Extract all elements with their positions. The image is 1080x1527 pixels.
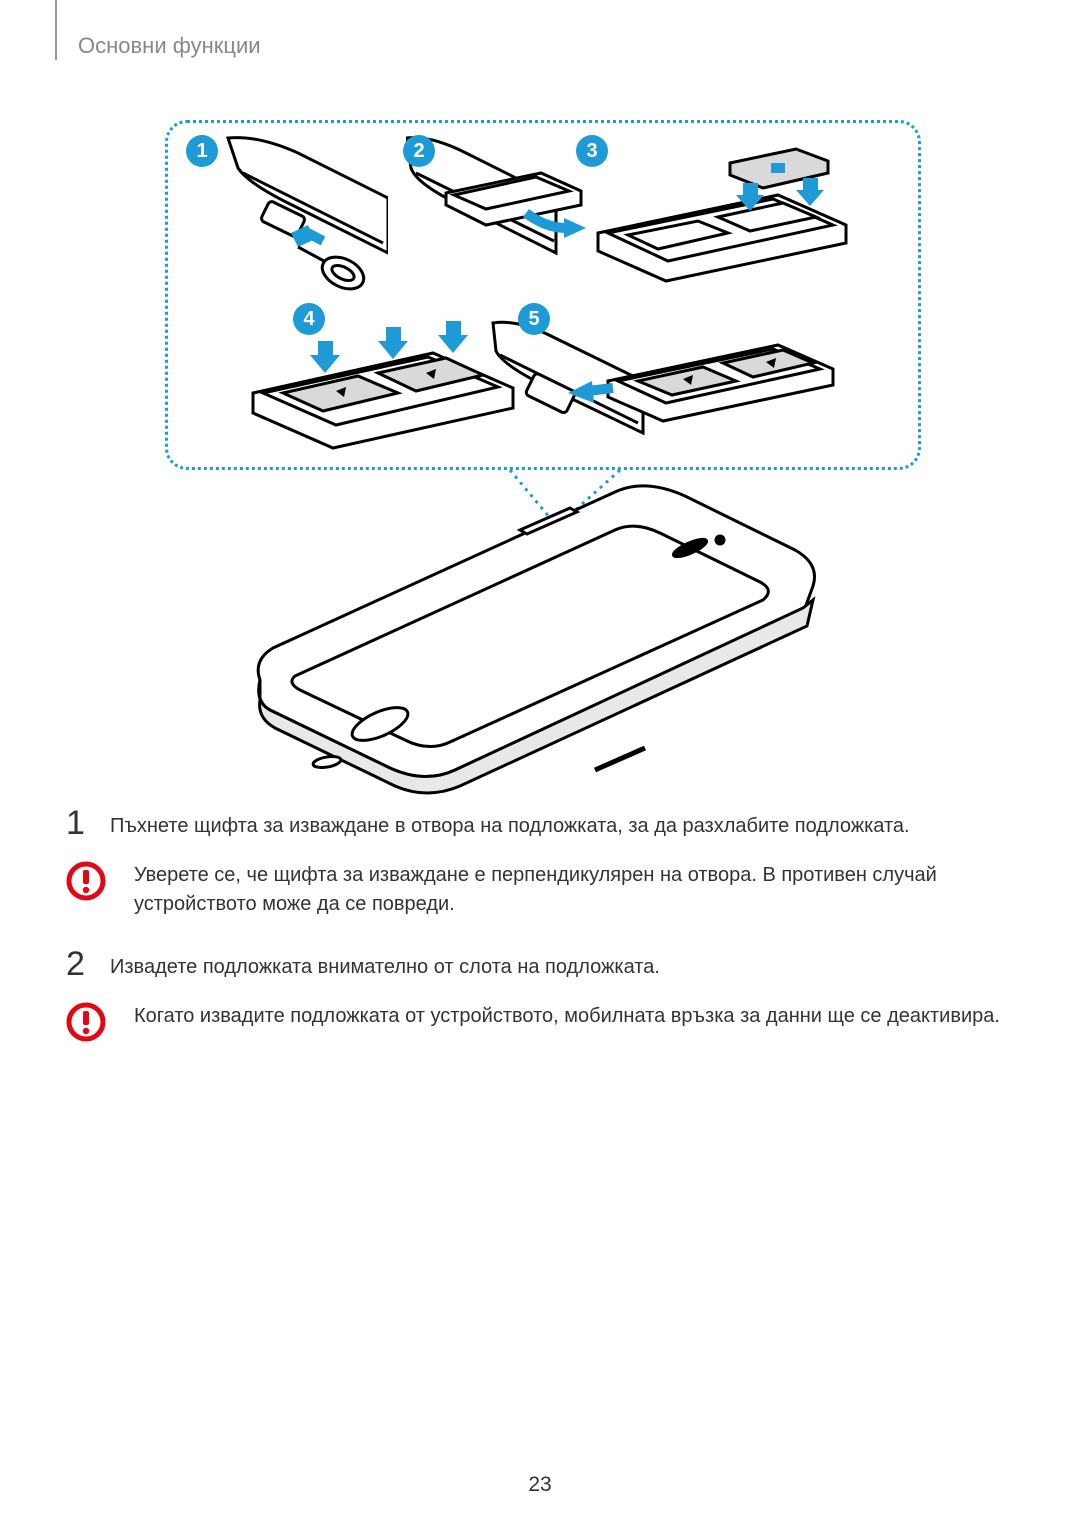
caution-text: Уверете се, че щифта за изваждане е перп… bbox=[110, 861, 1014, 919]
diagram-panel-1 bbox=[188, 133, 388, 303]
page-number: 23 bbox=[0, 1473, 1080, 1497]
diagram-panel-2 bbox=[406, 133, 606, 303]
page-margin-rule bbox=[55, 0, 57, 60]
phone-figure bbox=[215, 480, 835, 800]
diagram-panel-4 bbox=[248, 303, 528, 463]
page-header-title: Основни функции bbox=[78, 33, 261, 59]
diagram-badge-3: 3 bbox=[576, 135, 608, 167]
step-text: Пъхнете щифта за изваждане в отвора на п… bbox=[110, 810, 910, 841]
steps-block: 1 Пъхнете щифта за изваждане в отвора на… bbox=[66, 810, 1014, 1074]
step-row-1: 1 Пъхнете щифта за изваждане в отвора на… bbox=[66, 810, 1014, 841]
step-text: Извадете подложката внимателно от слота … bbox=[110, 951, 660, 982]
diagram-callout-box: 1 2 3 4 5 bbox=[165, 120, 921, 470]
diagram-panel-3 bbox=[578, 133, 858, 303]
step-number: 2 bbox=[66, 947, 110, 981]
caution-row-1: Уверете се, че щифта за изваждане е перп… bbox=[66, 861, 1014, 919]
step-number: 1 bbox=[66, 806, 110, 840]
step-row-2: 2 Извадете подложката внимателно от слот… bbox=[66, 951, 1014, 982]
caution-text: Когато извадите подложката от устройство… bbox=[110, 1002, 1000, 1031]
diagram-badge-5: 5 bbox=[518, 303, 550, 335]
caution-icon bbox=[66, 861, 110, 901]
diagram-badge-4: 4 bbox=[293, 303, 325, 335]
diagram-badge-1: 1 bbox=[186, 135, 218, 167]
caution-icon bbox=[66, 1002, 110, 1042]
diagram-badge-2: 2 bbox=[403, 135, 435, 167]
caution-row-2: Когато извадите подложката от устройство… bbox=[66, 1002, 1014, 1042]
